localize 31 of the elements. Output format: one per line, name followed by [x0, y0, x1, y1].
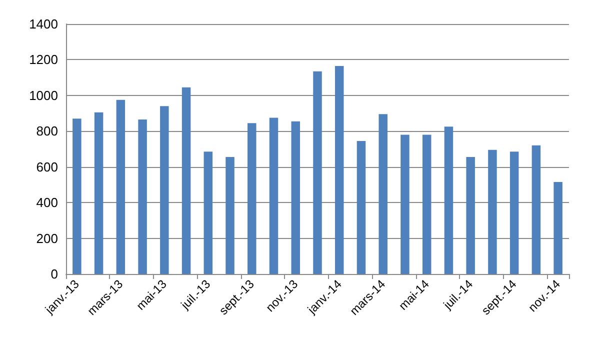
y-tick-label: 1400 [29, 16, 58, 32]
bar [356, 140, 366, 274]
y-tick-label: 200 [36, 230, 58, 246]
bar [160, 106, 169, 274]
bar [291, 121, 300, 274]
bar [72, 118, 82, 274]
y-tick-label: 400 [36, 195, 58, 210]
bar [248, 123, 256, 274]
y-tick-label: 800 [36, 124, 58, 139]
bar [226, 157, 234, 274]
y-tick-label: 1000 [29, 88, 58, 103]
bar [378, 114, 388, 274]
bar [269, 118, 278, 274]
bar [510, 152, 519, 274]
bar [422, 134, 432, 274]
bar [204, 152, 213, 274]
bar [532, 145, 541, 274]
bar [400, 134, 410, 274]
y-tick-label: 600 [36, 159, 58, 174]
bar [182, 87, 191, 274]
bar [334, 66, 344, 274]
y-tick-label: 1200 [29, 52, 58, 68]
bar [554, 182, 562, 274]
bar [94, 112, 104, 274]
bar [313, 71, 322, 274]
bar [466, 157, 475, 274]
bar [138, 120, 147, 274]
bar [116, 100, 126, 274]
bar [488, 150, 497, 274]
bar [444, 126, 454, 274]
y-tick-label: 0 [50, 266, 58, 282]
